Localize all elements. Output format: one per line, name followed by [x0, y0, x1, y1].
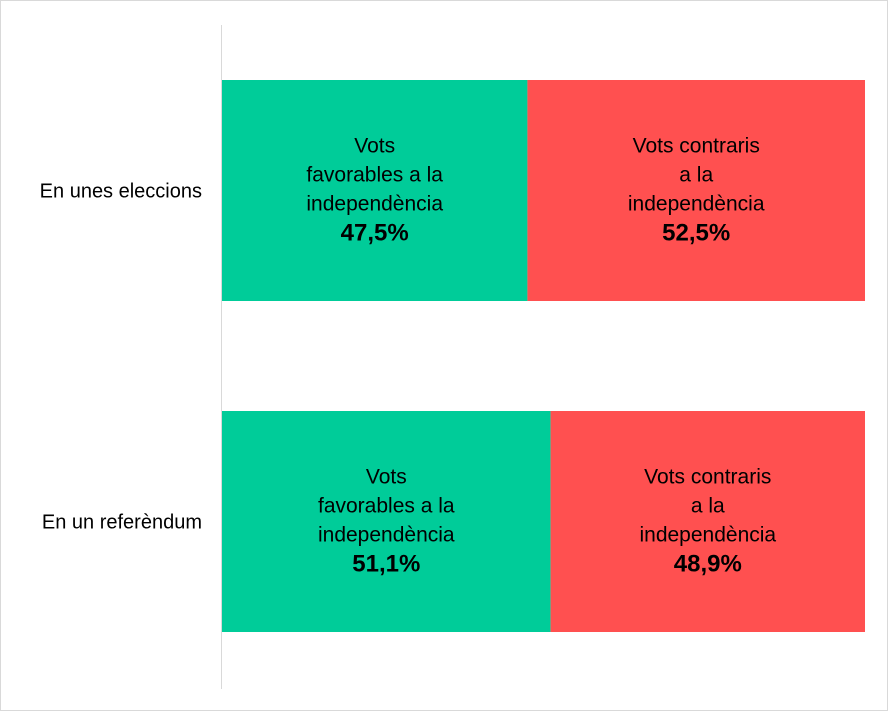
bar-segment: [527, 80, 865, 301]
data-label: 48,9%: [674, 551, 742, 578]
segment-label: favorables a la: [318, 495, 455, 518]
segment-label: independència: [318, 524, 455, 547]
category-label: En un referèndum: [42, 512, 202, 534]
segment-label: Vots: [354, 135, 395, 158]
data-label: 51,1%: [352, 551, 420, 578]
segment-label: Vots contraris: [633, 135, 760, 158]
bar-segment: [550, 411, 865, 632]
segment-label: a la: [679, 164, 713, 187]
bar-segment: [222, 80, 528, 301]
segment-label: favorables a la: [306, 164, 443, 187]
segment-label: independència: [306, 193, 443, 216]
segment-label: independència: [628, 193, 765, 216]
segment-label: Vots contraris: [644, 466, 771, 489]
data-label: 47,5%: [341, 220, 409, 247]
bar-segment: [222, 411, 551, 632]
segment-label: Vots: [366, 466, 407, 489]
segment-label: independència: [639, 524, 776, 547]
segment-label: a la: [691, 495, 725, 518]
data-label: 52,5%: [662, 220, 730, 247]
category-label: En unes eleccions: [40, 181, 202, 203]
